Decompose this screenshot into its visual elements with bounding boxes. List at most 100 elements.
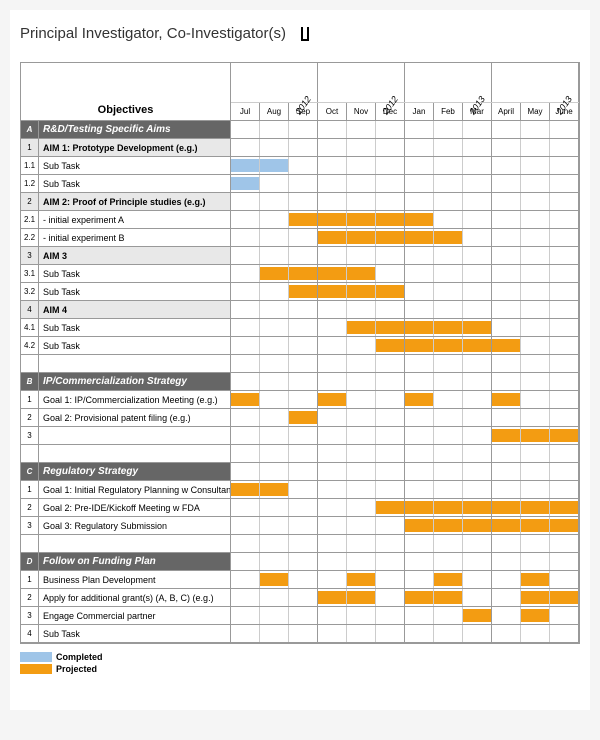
bar-fill <box>550 501 578 514</box>
row-bars <box>231 499 579 517</box>
row-bars <box>231 247 579 265</box>
bar-fill <box>463 519 491 532</box>
row-bars <box>231 481 579 499</box>
row-bars <box>231 373 579 391</box>
bar-cell <box>463 139 492 156</box>
bar-cell <box>521 193 550 210</box>
row-bars <box>231 517 579 535</box>
bar-cell <box>550 589 579 606</box>
bar-cell <box>550 499 579 516</box>
row-label: Goal 3: Regulatory Submission <box>39 517 231 535</box>
bar-cell <box>405 571 434 588</box>
bar-cell <box>463 517 492 534</box>
bar-cell <box>289 499 318 516</box>
bar-cell <box>492 463 521 480</box>
row-label: Engage Commercial partner <box>39 607 231 625</box>
bar-cell <box>318 229 347 246</box>
bar-cell <box>231 229 260 246</box>
row-label: AIM 2: Proof of Principle studies (e.g.) <box>39 193 231 211</box>
bar-cell <box>463 589 492 606</box>
gantt-row: 3AIM 3 <box>21 247 579 265</box>
bar-cell <box>347 589 376 606</box>
bar-fill <box>405 339 433 352</box>
bar-fill <box>318 591 346 604</box>
legend-label: Completed <box>56 652 103 662</box>
bar-cell <box>289 157 318 174</box>
bar-cell <box>231 481 260 498</box>
row-label: Goal 1: IP/Commercialization Meeting (e.… <box>39 391 231 409</box>
bar-cell <box>260 319 289 336</box>
bar-cell <box>376 283 405 300</box>
gantt-row: 3Goal 3: Regulatory Submission <box>21 517 579 535</box>
bar-cell <box>463 373 492 390</box>
row-id: C <box>21 463 39 481</box>
bar-cell <box>289 193 318 210</box>
bar-cell <box>376 337 405 354</box>
bar-fill <box>405 519 433 532</box>
gantt-row: 2Goal 2: Pre-IDE/Kickoff Meeting w FDA <box>21 499 579 517</box>
gantt-row: 3 <box>21 427 579 445</box>
bar-cell <box>318 589 347 606</box>
bar-cell <box>347 193 376 210</box>
bar-cell <box>347 301 376 318</box>
row-bars <box>231 229 579 247</box>
row-bars <box>231 265 579 283</box>
bar-cell <box>434 157 463 174</box>
gantt-row: 1.2Sub Task <box>21 175 579 193</box>
bar-cell <box>376 409 405 426</box>
bar-cell <box>434 517 463 534</box>
bar-cell <box>550 337 579 354</box>
row-label: Sub Task <box>39 337 231 355</box>
bar-cell <box>260 283 289 300</box>
bar-fill <box>376 339 404 352</box>
bar-cell <box>376 157 405 174</box>
bar-cell <box>492 211 521 228</box>
bar-cell <box>521 283 550 300</box>
month-cell: April <box>492 103 521 120</box>
month-cell: Feb <box>434 103 463 120</box>
row-id: D <box>21 553 39 571</box>
bar-cell <box>463 337 492 354</box>
bar-cell <box>289 121 318 138</box>
bar-cell <box>492 553 521 570</box>
bar-cell <box>550 571 579 588</box>
bar-cell <box>405 607 434 624</box>
bar-cell <box>260 337 289 354</box>
bar-cell <box>521 157 550 174</box>
bar-cell <box>463 265 492 282</box>
bar-cell <box>289 139 318 156</box>
bar-cell <box>289 391 318 408</box>
bar-cell <box>231 211 260 228</box>
bar-cell <box>318 175 347 192</box>
bar-cell <box>260 517 289 534</box>
bar-cell <box>260 175 289 192</box>
bar-cell <box>550 121 579 138</box>
bar-cell <box>376 265 405 282</box>
bar-cell <box>231 265 260 282</box>
bar-cell <box>521 517 550 534</box>
bar-cell <box>492 175 521 192</box>
bar-cell <box>231 373 260 390</box>
bar-cell <box>405 589 434 606</box>
bar-cell <box>260 571 289 588</box>
row-label: - initial experiment A <box>39 211 231 229</box>
gantt-row: 2Apply for additional grant(s) (A, B, C)… <box>21 589 579 607</box>
row-id: 1 <box>21 481 39 499</box>
row-id: 4 <box>21 301 39 319</box>
bar-cell <box>492 139 521 156</box>
bar-cell <box>463 319 492 336</box>
bar-cell <box>318 319 347 336</box>
bar-fill <box>318 393 346 406</box>
bar-fill <box>521 501 549 514</box>
bar-fill <box>231 159 259 172</box>
bar-fill <box>405 213 433 226</box>
bar-cell <box>318 409 347 426</box>
gantt-chart: Objectives 2012201220132013 JulAugSepOct… <box>20 62 580 644</box>
row-bars <box>231 121 579 139</box>
bar-cell <box>347 391 376 408</box>
bar-fill <box>318 213 346 226</box>
bar-cell <box>492 499 521 516</box>
bar-fill <box>434 501 462 514</box>
bar-fill <box>434 573 462 586</box>
bar-cell <box>463 211 492 228</box>
